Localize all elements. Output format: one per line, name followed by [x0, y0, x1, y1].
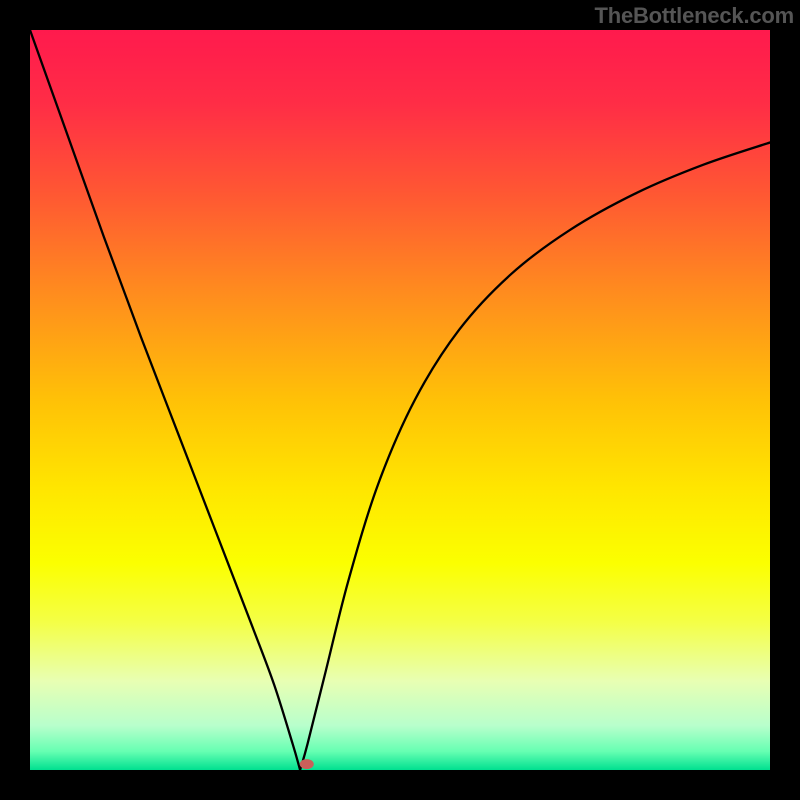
chart-frame: TheBottleneck.com	[0, 0, 800, 800]
plot-area	[30, 30, 770, 770]
bottleneck-chart-svg	[0, 0, 800, 800]
optimal-point-marker	[300, 759, 314, 769]
